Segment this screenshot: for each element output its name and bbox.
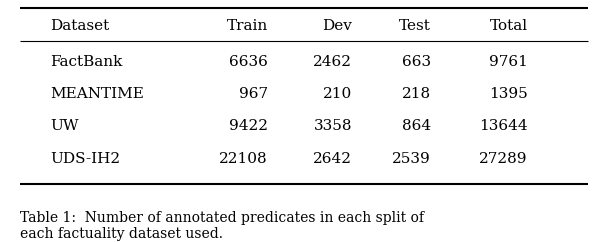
Text: 13644: 13644: [479, 119, 528, 133]
Text: Total: Total: [490, 19, 528, 33]
Text: FactBank: FactBank: [50, 55, 122, 69]
Text: 9761: 9761: [489, 55, 528, 69]
Text: UDS-IH2: UDS-IH2: [50, 151, 120, 166]
Text: MEANTIME: MEANTIME: [50, 87, 143, 101]
Text: 210: 210: [323, 87, 353, 101]
Text: Dataset: Dataset: [50, 19, 109, 33]
Text: 27289: 27289: [480, 151, 528, 166]
Text: Table 1:  Number of annotated predicates in each split of
each factuality datase: Table 1: Number of annotated predicates …: [19, 211, 424, 241]
Text: 864: 864: [402, 119, 431, 133]
Text: 2539: 2539: [392, 151, 431, 166]
Text: 663: 663: [402, 55, 431, 69]
Text: 967: 967: [238, 87, 268, 101]
Text: Train: Train: [226, 19, 268, 33]
Text: 2642: 2642: [313, 151, 353, 166]
Text: Dev: Dev: [322, 19, 353, 33]
Text: 1395: 1395: [489, 87, 528, 101]
Text: 22108: 22108: [219, 151, 268, 166]
Text: 218: 218: [402, 87, 431, 101]
Text: 9422: 9422: [229, 119, 268, 133]
Text: 3358: 3358: [314, 119, 353, 133]
Text: Test: Test: [399, 19, 431, 33]
Text: 6636: 6636: [229, 55, 268, 69]
Text: 2462: 2462: [313, 55, 353, 69]
Text: UW: UW: [50, 119, 78, 133]
